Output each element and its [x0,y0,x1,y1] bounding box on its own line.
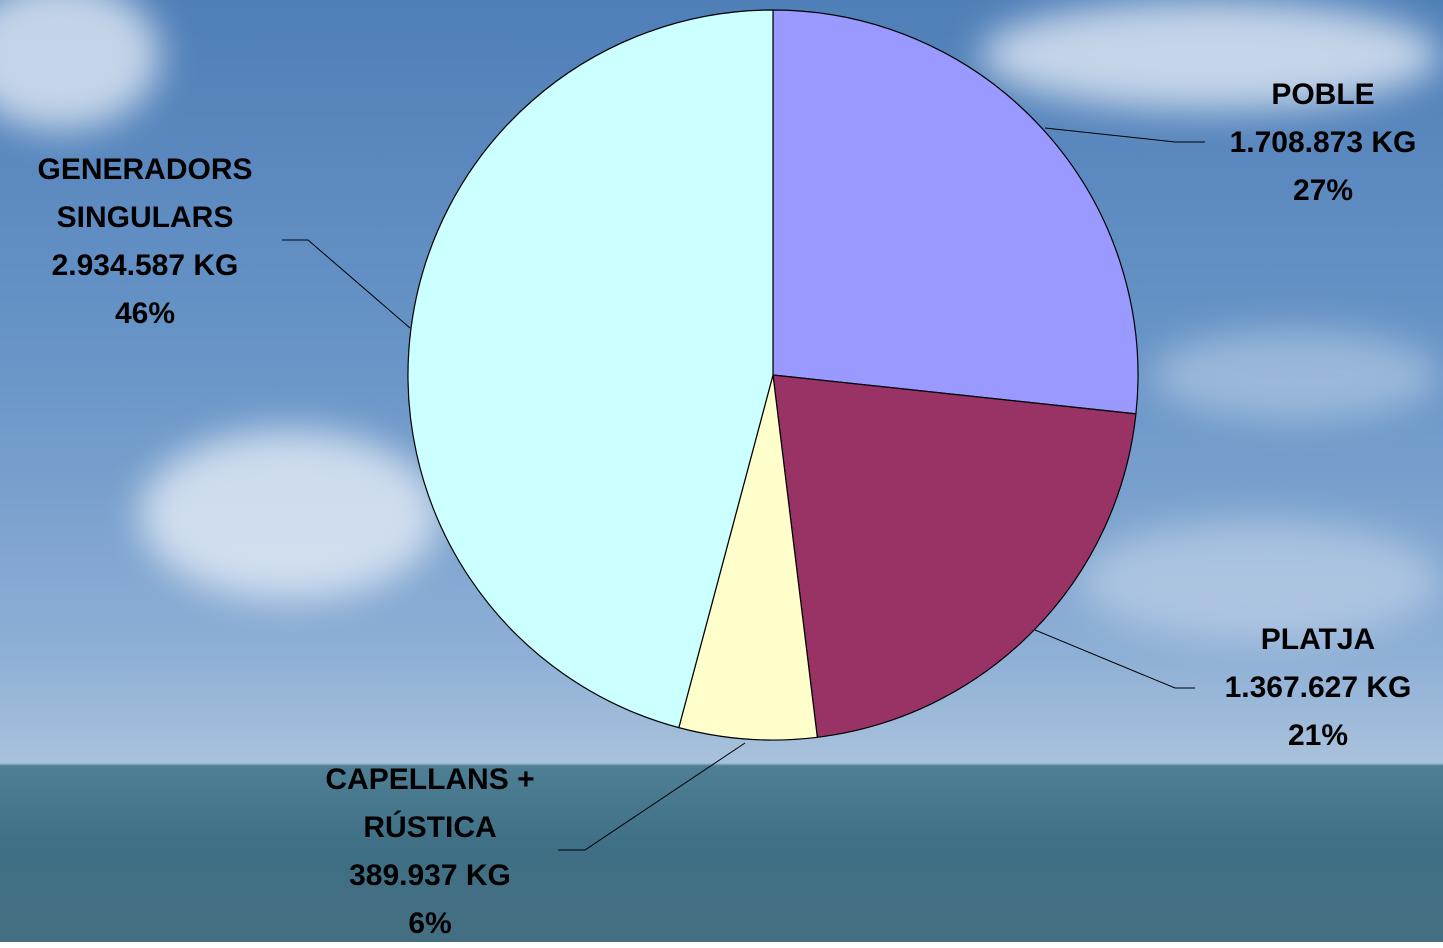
cloud [1150,330,1440,420]
leader-line [1044,127,1205,143]
percent-label: 27% [1292,174,1354,207]
leader-line [558,742,746,851]
category-label: POBLE [1271,78,1375,111]
category-label: PLATJA [1260,623,1376,656]
percent-label: 21% [1287,719,1349,752]
data-label: GENERADORS SINGULARS 2.934.587 KG 46% [5,146,285,338]
cloud [140,430,440,600]
data-label: POBLE 1.708.873 KG 27% [1173,71,1443,215]
value-label: 389.937 KG [349,859,511,892]
cloud [980,0,1440,110]
percent-label: 46% [114,297,176,330]
data-label: PLATJA 1.367.627 KG 21% [1168,616,1443,760]
pie-slice [678,374,818,741]
value-label: 2.934.587 KG [51,249,239,282]
category-label: CAPELLANS + RÚSTICA [325,763,535,844]
value-label: 1.367.627 KG [1224,671,1412,704]
leader-line [282,239,411,329]
category-label: GENERADORS SINGULARS [37,153,253,234]
leader-line [1034,629,1195,689]
percent-label: 6% [408,907,452,940]
pie-slice [772,9,1139,415]
pie-slice [407,9,774,729]
cloud [1080,520,1440,640]
data-label: CAPELLANS + RÚSTICA 389.937 KG 6% [280,756,580,948]
value-label: 1.708.873 KG [1229,126,1417,159]
pie-slice [772,374,1137,738]
